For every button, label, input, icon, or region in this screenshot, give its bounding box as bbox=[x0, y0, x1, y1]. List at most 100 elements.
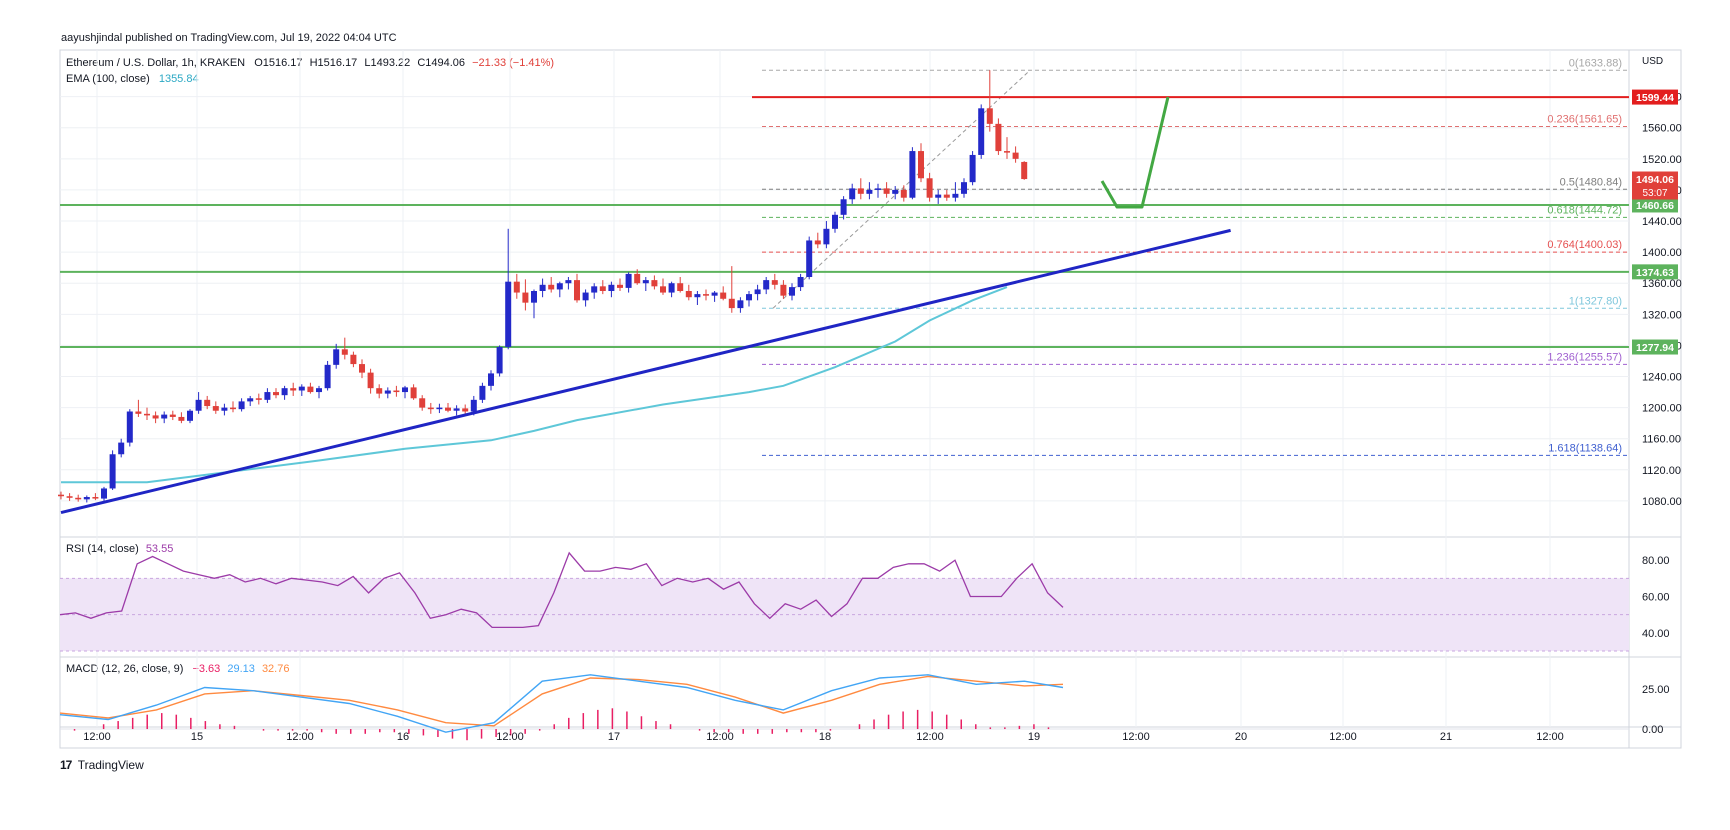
candle-body bbox=[668, 283, 675, 293]
rsi-tick-label: 40.00 bbox=[1642, 628, 1670, 640]
candle-body bbox=[969, 154, 976, 183]
fib-level-label: 0.764(1400.03) bbox=[1547, 239, 1622, 251]
ema-line bbox=[61, 286, 1008, 484]
candle-body bbox=[556, 283, 563, 290]
candle-body bbox=[247, 398, 254, 402]
candle-body bbox=[101, 488, 107, 499]
fib-level-label: 0(1633.88) bbox=[1569, 57, 1622, 69]
candle-body bbox=[144, 413, 150, 416]
price-tag bbox=[1632, 197, 1678, 213]
price-tick-label: 1120.00 bbox=[1642, 465, 1681, 477]
fib-level-label: 0.618(1444.72) bbox=[1547, 204, 1622, 216]
candle-body bbox=[617, 284, 623, 288]
candle-body bbox=[75, 497, 82, 500]
candle-body bbox=[883, 188, 890, 194]
candle-body bbox=[436, 407, 443, 410]
publisher-credit: aayushjindal published on TradingView.co… bbox=[61, 32, 397, 44]
macd-legend[interactable]: MACD (12, 26, close, 9) −3.63 29.13 32.7… bbox=[66, 663, 289, 675]
candle-body bbox=[341, 349, 348, 355]
candle-body bbox=[273, 392, 279, 396]
candle-body bbox=[58, 494, 64, 497]
fib-level-label: 0.236(1561.65) bbox=[1547, 113, 1622, 125]
candle-body bbox=[677, 283, 684, 291]
candle-body bbox=[316, 388, 322, 393]
price-tag-label: 1277.94 bbox=[1636, 342, 1674, 354]
candle-body bbox=[135, 411, 142, 414]
candle-body bbox=[900, 189, 907, 198]
candle-body bbox=[565, 280, 572, 284]
candle-body bbox=[771, 280, 778, 285]
candle-body bbox=[178, 416, 185, 421]
candle-body bbox=[728, 298, 735, 309]
candle-body bbox=[814, 240, 821, 245]
ohlc-low: L1493.22 bbox=[364, 57, 411, 69]
candle-body bbox=[694, 294, 701, 298]
candle-body bbox=[754, 289, 761, 295]
candle-body bbox=[625, 273, 632, 288]
candle-body bbox=[255, 398, 262, 400]
price-tag bbox=[1632, 171, 1678, 200]
time-tick-label: 16 bbox=[397, 731, 409, 743]
time-tick-label: 12:00 bbox=[916, 731, 944, 743]
candle-body bbox=[961, 182, 967, 194]
candle-body bbox=[488, 373, 494, 386]
time-tick-label: 18 bbox=[819, 731, 831, 743]
candle-body bbox=[591, 286, 598, 293]
candle-body bbox=[470, 399, 477, 412]
candle-body bbox=[204, 399, 211, 407]
price-tick-label: 1240.00 bbox=[1642, 372, 1682, 384]
candle-body bbox=[427, 407, 434, 410]
candle-body bbox=[307, 386, 314, 393]
candle-body bbox=[875, 188, 881, 190]
candle-body bbox=[720, 292, 727, 299]
candle-body bbox=[230, 407, 236, 410]
time-tick-label: 19 bbox=[1028, 731, 1040, 743]
tradingview-logo[interactable]: 17 TradingView bbox=[60, 758, 144, 772]
candle-body bbox=[324, 364, 331, 389]
fib-level-label: 0.5(1480.84) bbox=[1560, 176, 1622, 188]
price-tick-label: 1520.00 bbox=[1642, 154, 1682, 166]
fib-level-label: 1.618(1138.64) bbox=[1548, 442, 1622, 454]
time-tick-label: 21 bbox=[1440, 731, 1452, 743]
macd-signal-value: 32.76 bbox=[261, 663, 290, 675]
price-tag bbox=[1632, 264, 1678, 280]
price-tick-label: 1400.00 bbox=[1642, 247, 1682, 259]
candle-body bbox=[832, 214, 838, 229]
candle-body bbox=[384, 390, 391, 394]
price-tag bbox=[1632, 339, 1678, 355]
candle-body bbox=[264, 392, 271, 400]
candle-body bbox=[918, 151, 924, 179]
candle-body bbox=[169, 414, 176, 417]
price-tick-label: 1160.00 bbox=[1642, 434, 1681, 446]
ohlc-high: H1516.17 bbox=[309, 57, 358, 69]
price-tag-label: 1374.63 bbox=[1636, 267, 1674, 279]
macd-hist-value: −3.63 bbox=[192, 663, 221, 675]
price-tag-label: 1599.44 bbox=[1636, 92, 1674, 104]
candle-body bbox=[909, 151, 916, 198]
candle-body bbox=[453, 408, 460, 411]
candle-body bbox=[522, 292, 529, 303]
candle-body bbox=[1012, 152, 1019, 159]
time-tick-label: 12:00 bbox=[1122, 731, 1150, 743]
candle-body bbox=[711, 292, 718, 296]
price-tag-label: 1494.06 bbox=[1636, 174, 1674, 186]
candle-body bbox=[599, 286, 606, 291]
candle-body bbox=[66, 496, 73, 498]
candle-body bbox=[479, 385, 486, 400]
rsi-legend[interactable]: RSI (14, close) 53.55 bbox=[66, 543, 173, 555]
candle-body bbox=[83, 497, 90, 500]
candle-body bbox=[505, 281, 512, 347]
time-tick-label: 15 bbox=[191, 731, 203, 743]
tradingview-mark-icon: 17 bbox=[60, 758, 72, 772]
candle-body bbox=[410, 387, 417, 399]
ema-legend[interactable]: EMA (100, close) 1355.84 bbox=[66, 73, 199, 85]
candle-body bbox=[531, 291, 537, 303]
candle-body bbox=[376, 388, 383, 394]
symbol-title: Ethereum / U.S. Dollar, 1h, KRAKEN bbox=[66, 57, 246, 69]
candle-body bbox=[298, 386, 305, 391]
symbol-legend[interactable]: Ethereum / U.S. Dollar, 1h, KRAKEN O1516… bbox=[66, 57, 554, 69]
candle-body bbox=[634, 273, 641, 284]
price-tick-label: 1200.00 bbox=[1642, 403, 1682, 415]
rsi-line bbox=[59, 551, 1064, 629]
